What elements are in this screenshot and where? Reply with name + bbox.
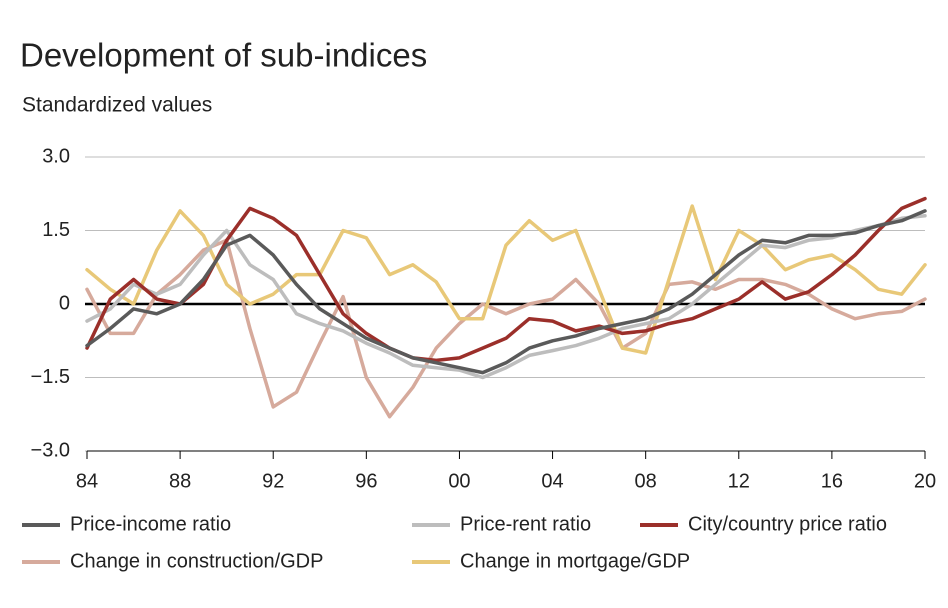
y-tick-label: 0: [59, 292, 70, 314]
x-tick-label: 08: [635, 470, 657, 492]
legend-label: Price-rent ratio: [460, 513, 591, 535]
y-tick-label: 3.0: [42, 145, 70, 167]
chart-title: Development of sub-indices: [20, 37, 427, 74]
series-line: [85, 196, 927, 363]
x-tick-label: 84: [76, 470, 98, 492]
legend-label: City/country price ratio: [688, 513, 887, 535]
chart-subtitle: Standardized values: [22, 94, 212, 117]
y-tick-label: −1.5: [31, 366, 70, 388]
y-tick-label: 1.5: [42, 219, 70, 241]
x-tick-label: 04: [541, 470, 563, 492]
x-tick-label: 00: [448, 470, 470, 492]
y-tick-label: −3.0: [31, 439, 70, 461]
legend-label: Price-income ratio: [70, 513, 231, 535]
x-tick-label: 16: [821, 470, 843, 492]
series-line: [85, 204, 927, 355]
legend-label: Change in mortgage/GDP: [460, 550, 690, 572]
x-tick-label: 12: [728, 470, 750, 492]
series-line: [85, 209, 927, 375]
x-tick-label: 92: [262, 470, 284, 492]
x-tick-label: 96: [355, 470, 377, 492]
x-tick-label: 88: [169, 470, 191, 492]
x-tick-label: 20: [914, 470, 936, 492]
legend-label: Change in construction/GDP: [70, 550, 323, 572]
series-line: [85, 214, 927, 380]
